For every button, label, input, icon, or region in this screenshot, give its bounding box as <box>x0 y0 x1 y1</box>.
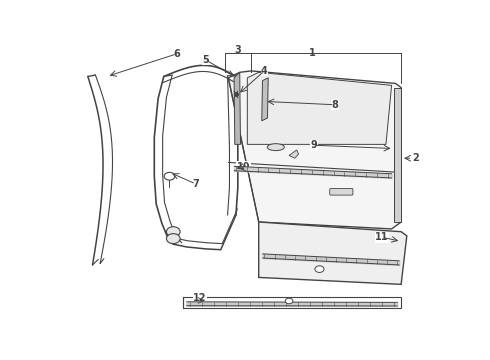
Text: 8: 8 <box>331 100 338 110</box>
Circle shape <box>285 298 293 304</box>
Polygon shape <box>262 78 268 121</box>
Text: 11: 11 <box>375 232 389 242</box>
Text: 2: 2 <box>413 153 419 163</box>
Text: 10: 10 <box>237 162 250 172</box>
Circle shape <box>164 172 175 180</box>
Text: 5: 5 <box>202 55 209 65</box>
Polygon shape <box>234 72 241 144</box>
Circle shape <box>167 227 180 237</box>
Text: 1: 1 <box>309 48 315 58</box>
Circle shape <box>167 234 180 244</box>
FancyBboxPatch shape <box>330 188 353 195</box>
Text: 6: 6 <box>173 49 180 59</box>
Polygon shape <box>289 150 298 158</box>
Ellipse shape <box>267 144 284 150</box>
Polygon shape <box>228 71 401 229</box>
Text: 7: 7 <box>193 179 199 189</box>
Text: 3: 3 <box>234 45 241 55</box>
Circle shape <box>315 266 324 273</box>
Polygon shape <box>183 297 401 308</box>
Polygon shape <box>393 87 401 222</box>
Polygon shape <box>259 222 407 284</box>
Polygon shape <box>247 72 392 144</box>
Text: 12: 12 <box>193 293 207 303</box>
Text: 9: 9 <box>310 140 317 150</box>
Text: 4: 4 <box>261 66 268 76</box>
